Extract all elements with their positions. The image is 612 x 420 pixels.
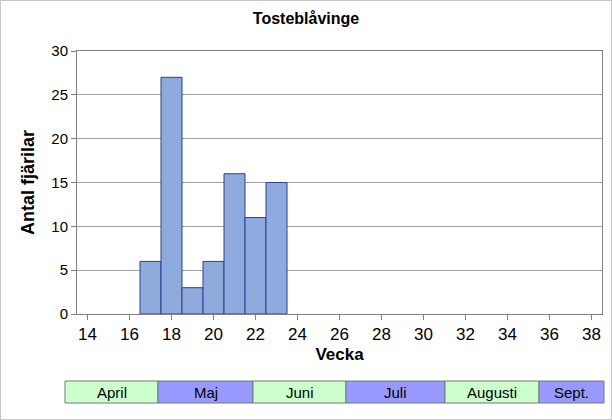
- svg-text:22: 22: [246, 325, 265, 344]
- svg-text:15: 15: [51, 174, 68, 191]
- svg-text:36: 36: [540, 325, 559, 344]
- svg-text:34: 34: [498, 325, 517, 344]
- svg-text:14: 14: [78, 325, 97, 344]
- svg-text:20: 20: [204, 325, 223, 344]
- svg-text:Vecka: Vecka: [315, 345, 364, 364]
- svg-text:Sept.: Sept.: [554, 384, 589, 401]
- svg-text:10: 10: [51, 218, 68, 235]
- svg-text:20: 20: [51, 130, 68, 147]
- svg-text:5: 5: [60, 261, 68, 278]
- svg-text:32: 32: [456, 325, 475, 344]
- svg-text:25: 25: [51, 86, 68, 103]
- svg-text:28: 28: [372, 325, 391, 344]
- svg-text:Antal fjärilar: Antal fjärilar: [18, 130, 38, 235]
- svg-text:16: 16: [120, 325, 139, 344]
- svg-text:Maj: Maj: [194, 384, 218, 401]
- svg-text:Juli: Juli: [384, 384, 407, 401]
- svg-text:Tosteblåvinge: Tosteblåvinge: [253, 10, 359, 27]
- svg-text:18: 18: [162, 325, 181, 344]
- svg-text:Juni: Juni: [286, 384, 314, 401]
- svg-text:26: 26: [330, 325, 349, 344]
- svg-text:24: 24: [288, 325, 307, 344]
- svg-text:38: 38: [582, 325, 601, 344]
- svg-text:April: April: [97, 384, 127, 401]
- svg-text:30: 30: [51, 42, 68, 59]
- svg-text:Augusti: Augusti: [467, 384, 517, 401]
- svg-text:30: 30: [414, 325, 433, 344]
- svg-text:0: 0: [60, 305, 68, 322]
